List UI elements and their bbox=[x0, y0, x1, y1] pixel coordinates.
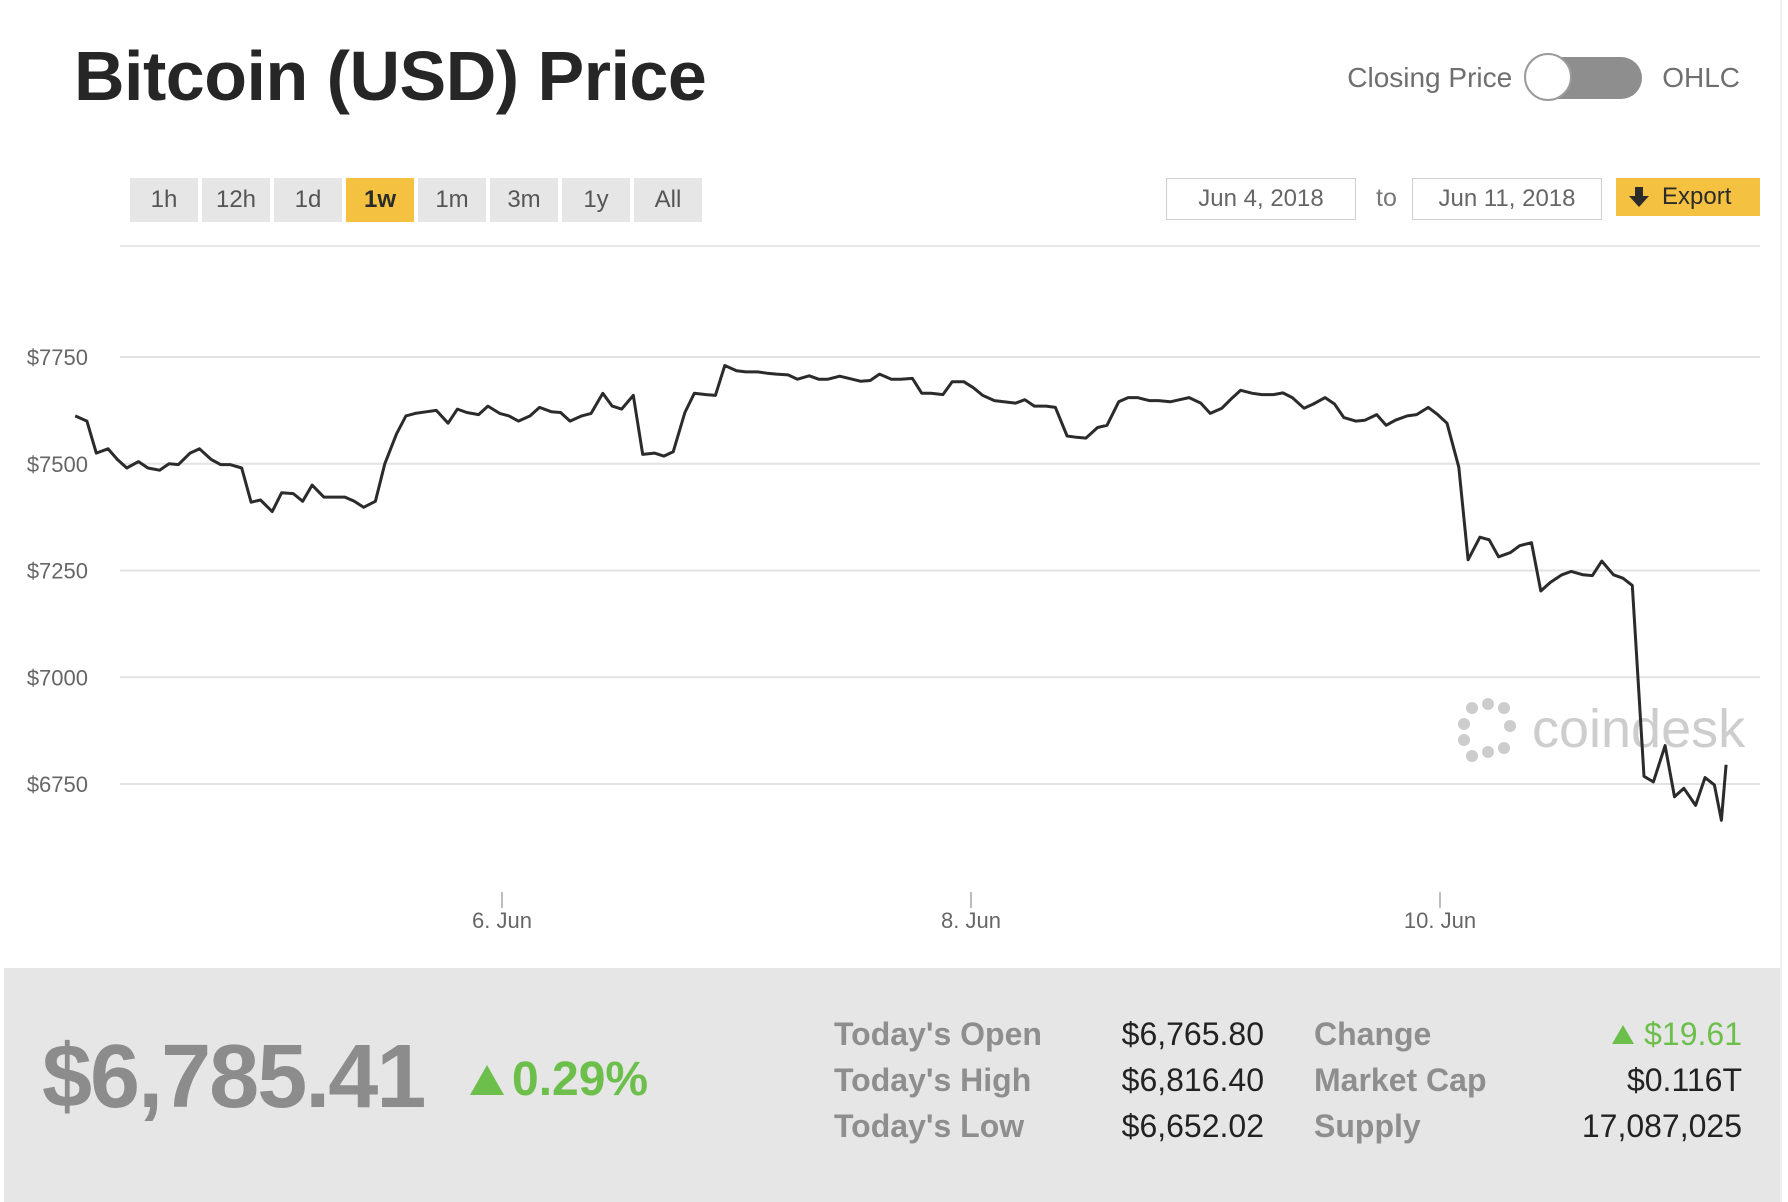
range-1h-button[interactable]: 1h bbox=[130, 178, 198, 222]
range-1y-button[interactable]: 1y bbox=[562, 178, 630, 222]
current-price: $6,785.41 bbox=[42, 1027, 426, 1127]
price-chart: $7750 $7500 $7250 $7000 $6750 6. Jun 8. Jun 10… bbox=[27, 245, 1760, 933]
up-triangle-icon bbox=[470, 1064, 504, 1095]
todays-open-label: Today's Open bbox=[834, 1016, 1042, 1052]
change-amount: $19.61 bbox=[1644, 1016, 1742, 1052]
x-tick-label: 6. Jun bbox=[472, 908, 532, 933]
download-arrow-icon bbox=[1616, 185, 1662, 209]
change-value: $19.61 bbox=[1612, 1016, 1742, 1053]
change-label: Change bbox=[1314, 1016, 1432, 1052]
page-title: Bitcoin (USD) Price bbox=[74, 37, 707, 115]
range-1d-button[interactable]: 1d bbox=[274, 178, 342, 222]
range-1m-button[interactable]: 1m bbox=[418, 178, 486, 222]
y-tick-label: $7000 bbox=[27, 665, 88, 690]
x-tick-label: 8. Jun bbox=[941, 908, 1001, 933]
supply-label: Supply bbox=[1314, 1108, 1421, 1144]
y-axis-ticks: $7750 $7500 $7250 $7000 $6750 bbox=[27, 345, 88, 797]
price-change-percent: 0.29% bbox=[470, 1052, 648, 1107]
y-tick-label: $7750 bbox=[27, 345, 88, 370]
price-mode-toggle[interactable] bbox=[1524, 53, 1643, 101]
x-tick-label: 10. Jun bbox=[1404, 908, 1476, 933]
export-label: Export bbox=[1662, 183, 1732, 210]
toggle-knob bbox=[1524, 53, 1573, 101]
price-series-line bbox=[74, 364, 1728, 822]
stats-panel bbox=[4, 968, 1780, 1202]
x-axis-ticks: 6. Jun 8. Jun 10. Jun bbox=[472, 892, 1476, 933]
todays-high-label: Today's High bbox=[834, 1062, 1032, 1098]
market-cap-value: $0.116T bbox=[1626, 1062, 1742, 1098]
todays-open-value: $6,765.80 bbox=[1121, 1016, 1264, 1052]
date-to-field[interactable]: Jun 11, 2018 bbox=[1412, 178, 1602, 220]
gridlines bbox=[120, 356, 1760, 785]
range-3m-button[interactable]: 3m bbox=[490, 178, 558, 222]
y-tick-label: $7250 bbox=[27, 559, 88, 584]
up-triangle-icon bbox=[1612, 1025, 1635, 1044]
change-percent-value: 0.29% bbox=[512, 1053, 649, 1106]
todays-high-value: $6,816.40 bbox=[1121, 1062, 1264, 1098]
closing-price-label: Closing Price bbox=[1347, 62, 1513, 93]
range-selector: 1h 12h 1d 1w 1m 3m 1y All bbox=[130, 178, 706, 222]
price-mode-toggle-group: Closing Price OHLC bbox=[1347, 48, 1740, 108]
export-button[interactable]: Export bbox=[1616, 178, 1760, 216]
range-12h-button[interactable]: 12h bbox=[202, 178, 270, 222]
date-to-label: to bbox=[1376, 184, 1397, 212]
supply-value: 17,087,025 bbox=[1581, 1108, 1742, 1144]
todays-low-value: $6,652.02 bbox=[1121, 1108, 1264, 1144]
coindesk-watermark: coindesk bbox=[1458, 698, 1746, 762]
y-tick-label: $7500 bbox=[27, 452, 88, 477]
coindesk-logo-icon bbox=[1458, 698, 1516, 762]
y-tick-label: $6750 bbox=[27, 772, 88, 797]
market-cap-label: Market Cap bbox=[1314, 1062, 1487, 1098]
todays-low-label: Today's Low bbox=[834, 1108, 1025, 1144]
date-from-field[interactable]: Jun 4, 2018 bbox=[1166, 178, 1356, 220]
range-all-button[interactable]: All bbox=[634, 178, 702, 222]
ohlc-label: OHLC bbox=[1662, 62, 1740, 93]
range-1w-button[interactable]: 1w bbox=[346, 178, 414, 222]
